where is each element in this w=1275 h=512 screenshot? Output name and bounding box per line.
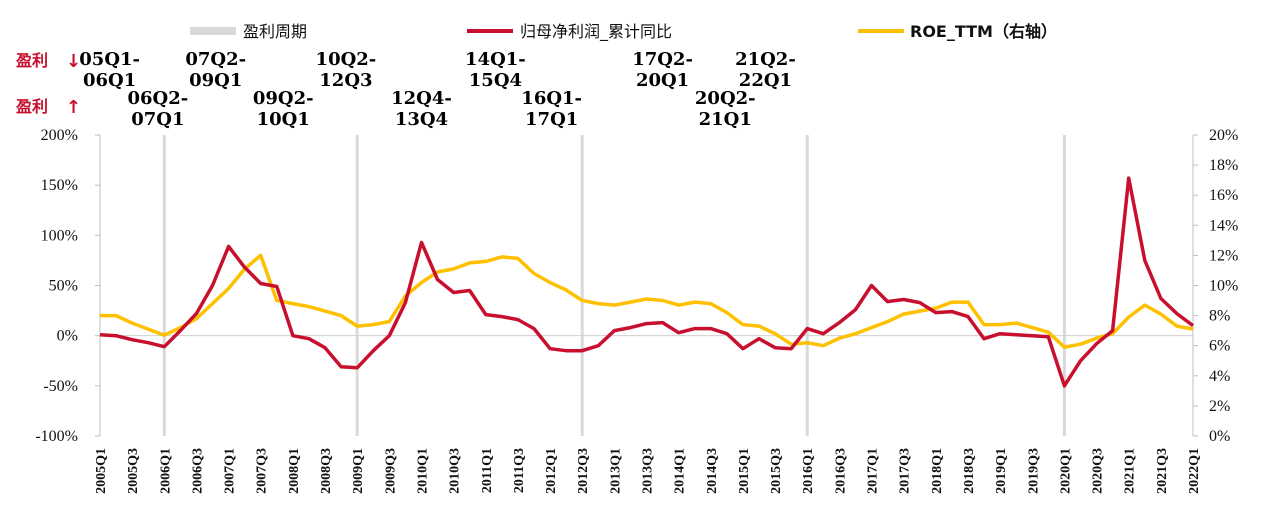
period-label: 12Q3 [319, 70, 372, 91]
side-label-up: 盈利 [15, 97, 48, 116]
x-axis-tick: 2017Q1 [866, 448, 881, 494]
right-axis-tick: 6% [1209, 338, 1230, 355]
x-axis-tick: 2011Q3 [512, 448, 527, 493]
x-axis-tick: 2016Q3 [833, 448, 848, 494]
right-axis-tick: 14% [1209, 217, 1238, 234]
x-axis-tick: 2012Q1 [544, 448, 559, 494]
period-label: 15Q4 [469, 70, 522, 91]
arrow-up-icon: ↑ [66, 97, 81, 118]
period-label: 06Q1 [83, 70, 136, 91]
x-axis-tick: 2006Q3 [190, 448, 205, 494]
left-axis-tick: -100% [35, 428, 78, 445]
x-axis-tick: 2021Q1 [1123, 448, 1138, 494]
period-label: 20Q2- [695, 88, 756, 109]
x-axis-tick: 2008Q1 [287, 448, 302, 494]
series-roe-ttm-line [100, 253, 1194, 349]
right-axis-tick: 16% [1209, 187, 1238, 204]
x-axis-tick: 2021Q3 [1155, 448, 1170, 494]
legend-series2-label: ROE_TTM（右轴） [910, 22, 1057, 41]
x-axis-tick: 2019Q1 [994, 448, 1009, 494]
period-label: 12Q4- [391, 88, 452, 109]
period-label: 17Q2- [632, 49, 693, 70]
right-axis-tick: 12% [1209, 247, 1238, 264]
x-axis-tick: 2015Q3 [769, 448, 784, 494]
x-axis-tick: 2018Q1 [930, 448, 945, 494]
right-axis-tick: 4% [1209, 368, 1230, 385]
x-axis-tick: 2016Q1 [801, 448, 816, 494]
x-axis-tick: 2013Q3 [641, 448, 656, 494]
x-axis-tick: 2014Q1 [673, 448, 688, 494]
left-axis-tick: 100% [41, 227, 78, 244]
x-axis-tick: 2007Q1 [223, 448, 238, 494]
left-axis-tick: 150% [41, 177, 78, 194]
right-axis-tick: 8% [1209, 308, 1230, 325]
right-axis-tick: 20% [1209, 127, 1238, 144]
side-label-down: 盈利 [15, 51, 48, 70]
arrow-down-icon: ↓ [66, 51, 81, 72]
axes: 200% 150% 100% 50% 0% -50% -100% 20% 18% 16% 14% 12… [35, 127, 1238, 494]
period-label: 21Q2- [735, 49, 796, 70]
x-axis-tick: 2006Q1 [158, 448, 173, 494]
x-axis-tick: 2014Q3 [705, 448, 720, 494]
period-label: 17Q1 [525, 109, 578, 130]
period-label: 22Q1 [739, 70, 792, 91]
x-axis-tick: 2009Q1 [351, 448, 366, 494]
x-axis-tick: 2011Q1 [480, 448, 495, 493]
right-axis-tick: 18% [1209, 157, 1238, 174]
right-axis-tick: 10% [1209, 278, 1238, 295]
x-axis-tick: 2019Q3 [1026, 448, 1041, 494]
x-axis-tick: 2022Q1 [1187, 448, 1202, 494]
right-axis-tick: 2% [1209, 398, 1230, 415]
x-axis-tick: 2020Q3 [1091, 448, 1106, 494]
x-axis-tick: 2005Q3 [126, 448, 141, 494]
x-axis-tick: 2010Q1 [415, 448, 430, 494]
period-label: 06Q2- [127, 88, 188, 109]
x-axis-tick: 2020Q1 [1058, 448, 1073, 494]
period-label: 20Q1 [636, 70, 689, 91]
x-axis-tick: 2010Q3 [448, 448, 463, 494]
period-label: 09Q1 [189, 70, 242, 91]
period-label: 09Q2- [253, 88, 314, 109]
x-axis-tick: 2012Q3 [576, 448, 591, 494]
period-label: 13Q4 [395, 109, 448, 130]
period-label: 14Q1- [465, 49, 526, 70]
series [99, 176, 1195, 388]
period-boundaries [162, 135, 1066, 436]
x-axis-tick: 2009Q3 [383, 448, 398, 494]
x-axis-tick: 2015Q1 [737, 448, 752, 494]
period-label: 07Q1 [131, 109, 184, 130]
x-axis-tick: 2018Q3 [962, 448, 977, 494]
left-axis-tick: -50% [43, 378, 78, 395]
side-labels: 盈利 ↓ 盈利 ↑ [15, 51, 81, 118]
legend-band-label: 盈利周期 [243, 22, 307, 41]
x-axis-tick: 2013Q1 [608, 448, 623, 494]
period-label: 07Q2- [185, 49, 246, 70]
legend-series1-label: 归母净利润_累计同比 [520, 22, 672, 42]
legend-band-swatch [190, 27, 236, 35]
left-axis-tick: 50% [49, 278, 78, 295]
period-label: 10Q2- [316, 49, 377, 70]
right-axis-tick: 0% [1209, 428, 1230, 445]
left-axis-tick: 0% [57, 328, 78, 345]
x-axis-tick: 2005Q1 [94, 448, 109, 494]
series-net-profit-yoy-line [99, 176, 1195, 388]
x-axis-tick: 2008Q3 [319, 448, 334, 494]
x-axis-tick: 2017Q3 [898, 448, 913, 494]
period-label: 16Q1- [521, 88, 582, 109]
period-label: 05Q1- [79, 49, 140, 70]
period-label: 10Q1 [257, 109, 310, 130]
x-axis-tick: 2007Q3 [255, 448, 270, 494]
period-label: 21Q1 [699, 109, 752, 130]
legend: 盈利周期 归母净利润_累计同比 ROE_TTM（右轴） [190, 22, 1057, 42]
left-axis-tick: 200% [41, 127, 78, 144]
